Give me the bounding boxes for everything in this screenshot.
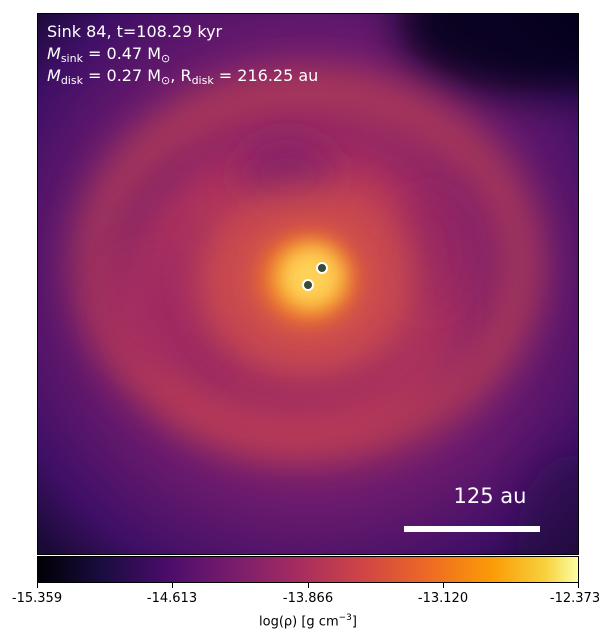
colorbar (37, 556, 579, 583)
colorbar-tick-label: -15.359 (11, 591, 63, 606)
colorbar-tick (172, 583, 173, 588)
colorbar-tick (578, 583, 579, 588)
colorbar-tick-label: -14.613 (146, 591, 198, 606)
colorbar-tick-label: -13.120 (417, 591, 469, 606)
sink-marker-1 (316, 262, 328, 274)
scale-bar (404, 526, 540, 532)
scale-bar-label: 125 au (453, 484, 527, 508)
colorbar-tick (308, 583, 309, 588)
colorbar-tick (37, 583, 38, 588)
density-image (38, 14, 578, 554)
colorbar-tick-label: -12.373 (549, 591, 601, 606)
density-map: Sink 84, t=108.29 kyr Msink = 0.47 M⊙ Md… (37, 13, 579, 555)
colorbar-label: log(ρ) [g cm−3] (259, 613, 357, 630)
sink-marker-2 (302, 279, 314, 291)
colorbar-tick-label: -13.866 (282, 591, 334, 606)
disk-properties: Mdisk = 0.27 M⊙, Rdisk = 216.25 au (47, 66, 319, 87)
colorbar-tick (443, 583, 444, 588)
sink-title: Sink 84, t=108.29 kyr (47, 22, 223, 41)
sink-mass: Msink = 0.47 M⊙ (47, 44, 171, 65)
